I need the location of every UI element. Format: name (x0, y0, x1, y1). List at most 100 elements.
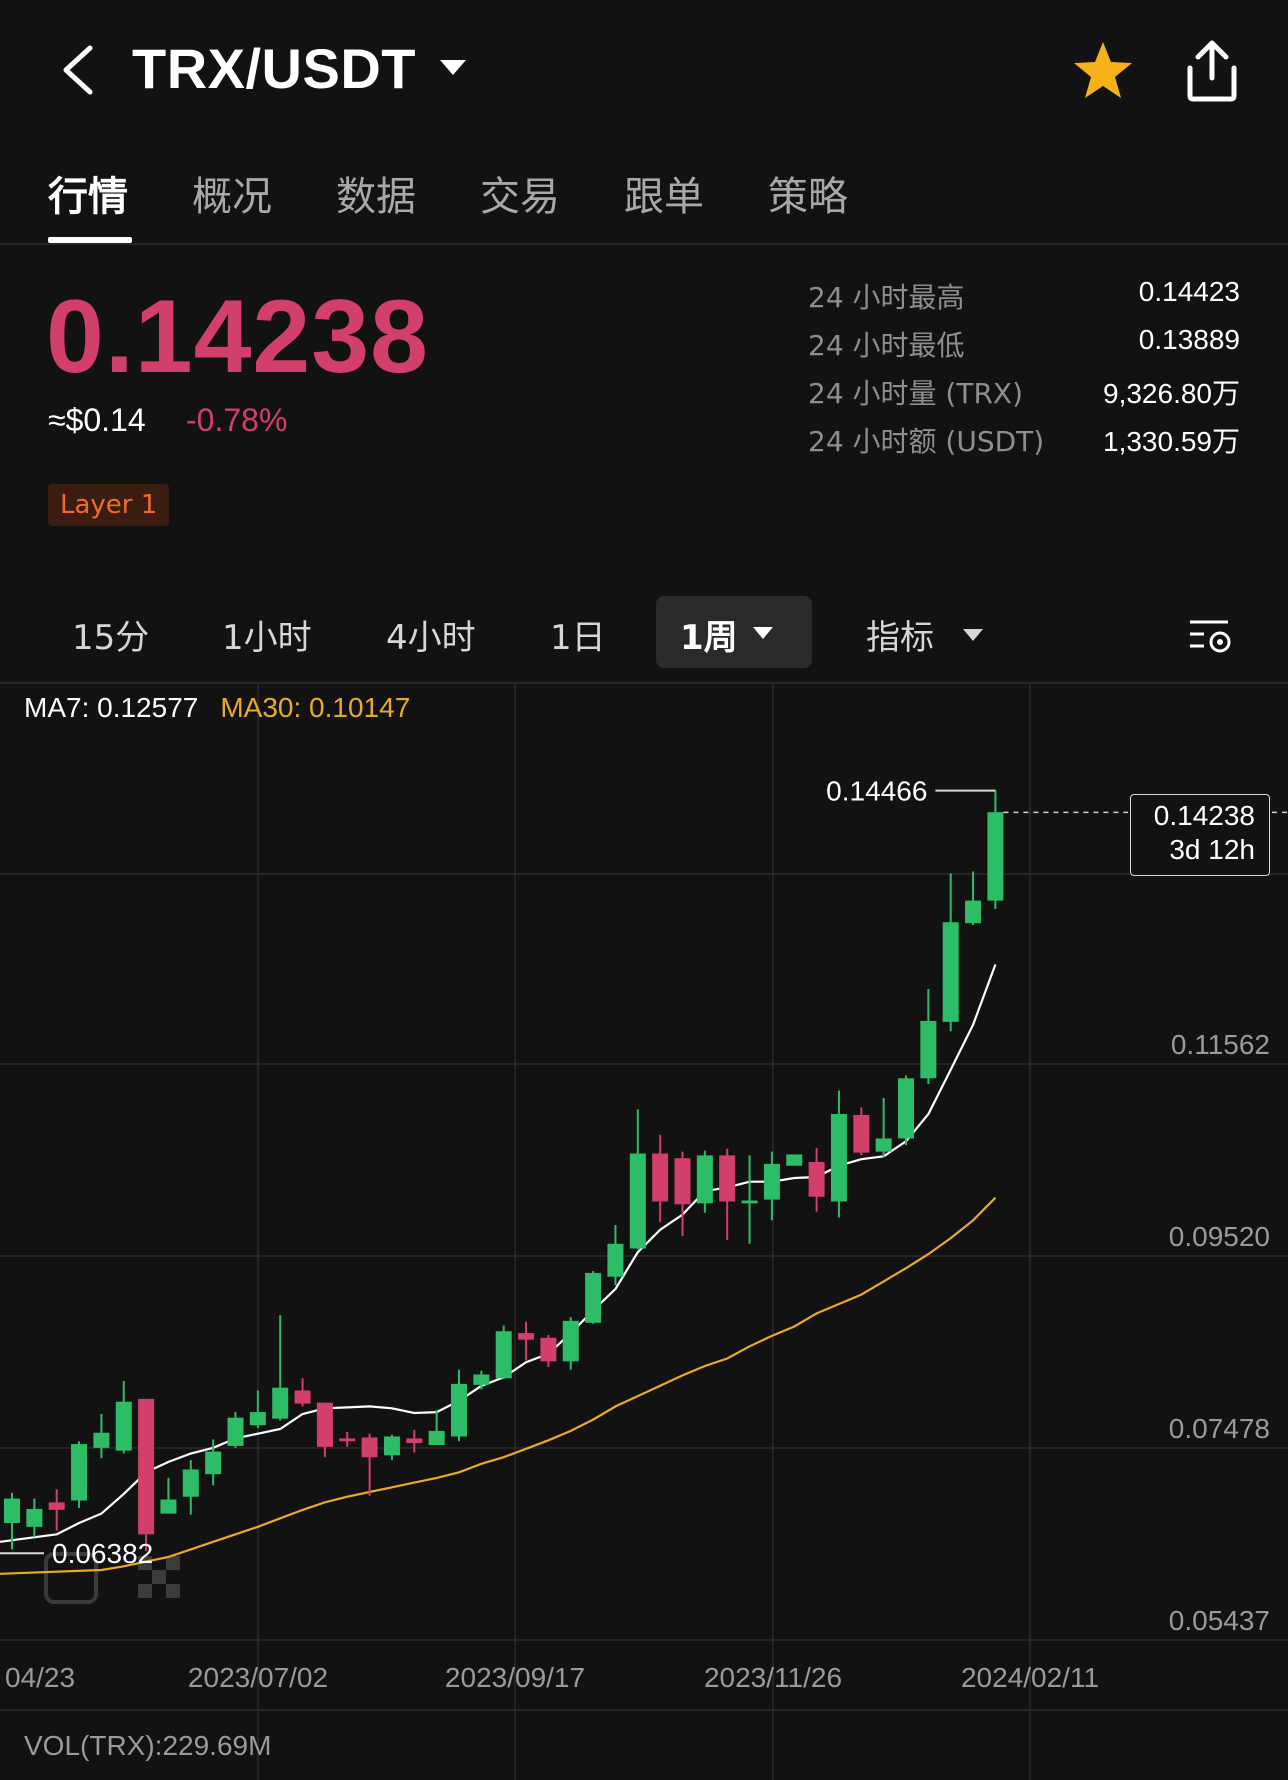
tab-copy-trading[interactable]: 跟单 (624, 174, 704, 220)
candle (71, 1444, 88, 1501)
y-tick-label: 0.05437 (1169, 1605, 1270, 1636)
stat-value: 0.13889 (1138, 324, 1240, 355)
candle (786, 1154, 803, 1166)
chart-canvas[interactable]: 0.11562 0.09520 0.07478 0.05437 04/23 2023/07… (0, 684, 1288, 1780)
x-tick-label: 2023/07/02 (188, 1662, 328, 1693)
stat-row: 24 小时额 (USDT) 1,330.59万 (808, 420, 1240, 468)
chevron-down-icon[interactable] (962, 628, 984, 642)
share-icon[interactable] (1182, 38, 1242, 104)
candle (629, 1153, 646, 1249)
chevron-down-icon[interactable] (752, 626, 774, 640)
candle (830, 1114, 847, 1202)
candle (585, 1272, 602, 1323)
candle (495, 1331, 512, 1379)
candle (428, 1430, 445, 1445)
interval-selected-bg[interactable] (656, 596, 812, 668)
candle (294, 1390, 311, 1404)
tab-data[interactable]: 数据 (336, 174, 416, 220)
stat-label: 24 小时最高 (808, 281, 965, 314)
candle (808, 1161, 825, 1197)
stat-value: 1,330.59万 (1103, 426, 1240, 457)
volume-label: VOL(TRX):229.69M (24, 1730, 272, 1761)
candle (898, 1078, 914, 1139)
x-tick-label: 2023/11/26 (704, 1662, 842, 1693)
candle (942, 922, 959, 1022)
tab-strategy[interactable]: 策略 (768, 174, 848, 220)
y-tick-label: 0.11562 (1171, 1029, 1270, 1060)
candle (115, 1401, 132, 1451)
interval-1d[interactable]: 1日 (550, 618, 606, 658)
interval-bar: 15分 1小时 4小时 1日 1周 指标 (0, 596, 1288, 672)
divider (0, 682, 1288, 684)
stat-row: 24 小时最低 0.13889 (808, 324, 1240, 372)
ma-legend: MA7: 0.12577 MA30: 0.10147 (24, 692, 410, 724)
back-icon[interactable] (52, 40, 104, 100)
candle (406, 1438, 423, 1444)
candlestick-chart[interactable]: 0.11562 0.09520 0.07478 0.05437 04/23 2023/07… (0, 684, 1288, 1780)
tab-overview[interactable]: 概况 (192, 174, 272, 220)
last-price: 0.14238 (46, 279, 429, 395)
candle (920, 1020, 937, 1079)
candle (4, 1498, 20, 1524)
active-tab-indicator (48, 237, 132, 243)
candle (339, 1438, 356, 1442)
ma30-line (0, 1196, 997, 1575)
chevron-down-icon[interactable] (438, 58, 468, 78)
candle (763, 1163, 780, 1200)
candle-countdown: 3d 12h (1169, 834, 1255, 865)
stat-label: 24 小时额 (USDT) (808, 425, 1045, 458)
price-change-percent: -0.78% (186, 402, 288, 438)
candle (853, 1114, 870, 1153)
candle (316, 1402, 333, 1447)
candle (652, 1153, 669, 1202)
high-price-label: 0.14466 (826, 776, 927, 807)
candle (451, 1383, 467, 1437)
candle (272, 1387, 289, 1419)
tab-market[interactable]: 行情 (48, 174, 128, 220)
stat-row: 24 小时最高 0.14423 (808, 276, 1240, 324)
y-tick-label: 0.09520 (1169, 1221, 1270, 1252)
candle (227, 1417, 244, 1446)
indicator-menu[interactable]: 指标 (866, 618, 934, 658)
stats-panel: 24 小时最高 0.14423 24 小时最低 0.13889 24 小时量 (… (808, 276, 1240, 468)
pair-title[interactable]: TRX/USDT (132, 37, 416, 100)
candle (965, 900, 982, 924)
candle (473, 1374, 490, 1385)
watermark-logo (44, 1552, 180, 1604)
stat-row: 24 小时量 (TRX) 9,326.80万 (808, 372, 1240, 420)
usd-price: ≈$0.14 (48, 402, 146, 438)
candle (182, 1469, 199, 1497)
ma30-label: MA30: 0.10147 (220, 692, 411, 723)
candle (518, 1333, 535, 1340)
x-tick-label: 04/23 (5, 1662, 75, 1693)
candle (540, 1337, 557, 1362)
candle (719, 1155, 736, 1202)
candle (48, 1502, 65, 1510)
interval-1w[interactable]: 1周 (680, 618, 738, 658)
stat-label: 24 小时最低 (808, 329, 965, 362)
stat-value: 0.14423 (1138, 276, 1240, 307)
candle (249, 1412, 266, 1426)
x-tick-label: 2023/09/17 (445, 1662, 585, 1693)
chart-settings-icon[interactable] (1188, 616, 1234, 656)
candle (987, 812, 1004, 901)
candle (383, 1436, 400, 1456)
candle (205, 1451, 222, 1475)
low-price-label: 0.06382 (52, 1538, 153, 1569)
candle (696, 1155, 713, 1204)
star-icon[interactable] (1070, 38, 1136, 104)
category-tag[interactable]: Layer 1 (48, 484, 170, 526)
candle (138, 1398, 155, 1535)
y-tick-label: 0.07478 (1169, 1413, 1270, 1444)
tab-trade[interactable]: 交易 (480, 174, 560, 220)
interval-4h[interactable]: 4小时 (386, 618, 476, 658)
candle (607, 1243, 624, 1277)
interval-15m[interactable]: 15分 (72, 618, 150, 658)
tab-bar: 行情 概况 数据 交易 跟单 策略 (0, 150, 1288, 245)
ma7-label: MA7: 0.12577 (24, 692, 199, 723)
interval-1h[interactable]: 1小时 (222, 618, 312, 658)
current-price-box: 0.14238 3d 12h (1130, 794, 1270, 876)
candle (741, 1200, 758, 1204)
candle (674, 1158, 691, 1205)
stat-label: 24 小时量 (TRX) (808, 377, 1024, 410)
